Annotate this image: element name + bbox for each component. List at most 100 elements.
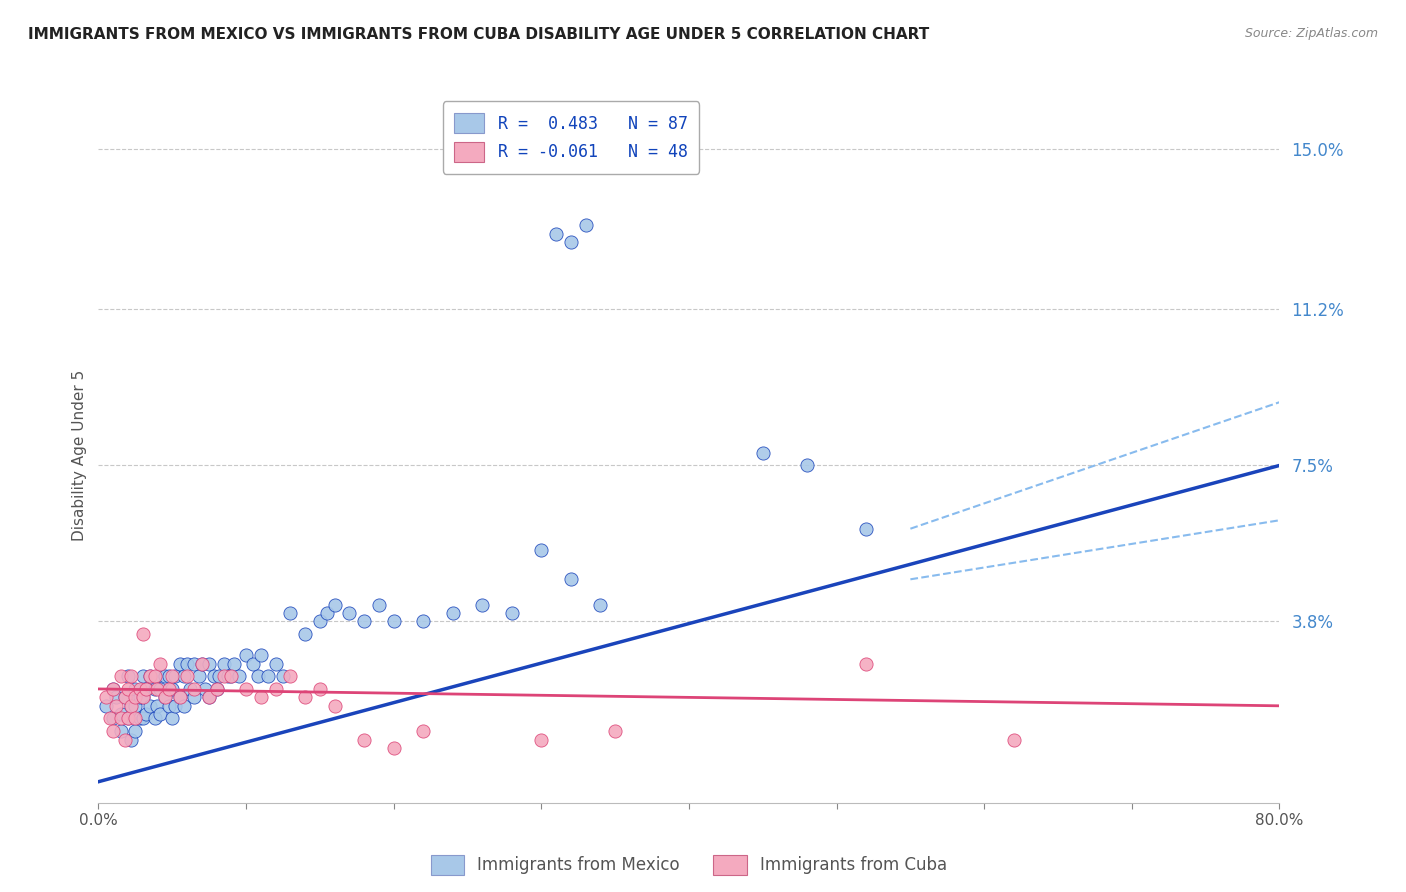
- Point: [94, 690, 117, 705]
- Point: [169, 657, 191, 671]
- Point: [246, 669, 269, 683]
- Point: [103, 724, 125, 739]
- Point: [271, 669, 294, 683]
- Point: [205, 681, 228, 696]
- Point: [217, 669, 239, 683]
- Point: [143, 711, 166, 725]
- Point: [191, 657, 214, 671]
- Point: [855, 657, 877, 671]
- Point: [382, 741, 405, 756]
- Point: [110, 724, 132, 739]
- Point: [128, 690, 150, 705]
- Point: [202, 669, 225, 683]
- Point: [153, 690, 176, 705]
- Point: [128, 681, 150, 696]
- Point: [165, 669, 187, 683]
- Point: [165, 698, 187, 713]
- Point: [176, 669, 198, 683]
- Point: [103, 681, 125, 696]
- Point: [471, 598, 494, 612]
- Point: [530, 542, 553, 557]
- Point: [250, 690, 273, 705]
- Point: [94, 698, 117, 713]
- Point: [124, 698, 146, 713]
- Point: [162, 711, 183, 725]
- Point: [339, 606, 360, 620]
- Point: [132, 627, 155, 641]
- Point: [1002, 732, 1025, 747]
- Point: [242, 657, 264, 671]
- Point: [149, 707, 172, 722]
- Point: [132, 669, 155, 683]
- Point: [212, 669, 235, 683]
- Point: [179, 681, 201, 696]
- Point: [157, 681, 180, 696]
- Point: [412, 724, 434, 739]
- Point: [530, 732, 553, 747]
- Point: [169, 690, 191, 705]
- Point: [120, 698, 142, 713]
- Point: [149, 657, 172, 671]
- Point: [117, 711, 139, 725]
- Point: [132, 690, 155, 705]
- Point: [250, 648, 273, 663]
- Point: [235, 648, 257, 663]
- Point: [278, 606, 302, 620]
- Point: [124, 711, 146, 725]
- Point: [124, 690, 146, 705]
- Point: [139, 669, 162, 683]
- Point: [198, 690, 221, 705]
- Point: [294, 690, 316, 705]
- Point: [135, 681, 157, 696]
- Point: [117, 711, 139, 725]
- Point: [316, 606, 339, 620]
- Text: Source: ZipAtlas.com: Source: ZipAtlas.com: [1244, 27, 1378, 40]
- Point: [205, 681, 228, 696]
- Point: [183, 681, 205, 696]
- Point: [157, 669, 180, 683]
- Point: [368, 598, 391, 612]
- Point: [560, 572, 582, 586]
- Point: [128, 711, 150, 725]
- Point: [264, 657, 287, 671]
- Point: [412, 615, 434, 629]
- Point: [219, 669, 242, 683]
- Point: [278, 669, 302, 683]
- Point: [228, 669, 250, 683]
- Point: [235, 681, 257, 696]
- Point: [294, 627, 316, 641]
- Point: [176, 657, 198, 671]
- Point: [132, 690, 155, 705]
- Point: [187, 669, 209, 683]
- Point: [114, 732, 136, 747]
- Point: [173, 698, 195, 713]
- Point: [198, 657, 221, 671]
- Point: [105, 698, 128, 713]
- Point: [855, 522, 877, 536]
- Point: [139, 669, 162, 683]
- Point: [143, 669, 166, 683]
- Point: [135, 681, 157, 696]
- Point: [212, 657, 235, 671]
- Point: [560, 235, 582, 249]
- Point: [224, 657, 246, 671]
- Point: [605, 724, 627, 739]
- Point: [264, 681, 287, 696]
- Text: IMMIGRANTS FROM MEXICO VS IMMIGRANTS FROM CUBA DISABILITY AGE UNDER 5 CORRELATIO: IMMIGRANTS FROM MEXICO VS IMMIGRANTS FRO…: [28, 27, 929, 42]
- Point: [353, 732, 375, 747]
- Point: [153, 690, 176, 705]
- Point: [162, 681, 183, 696]
- Point: [323, 698, 346, 713]
- Point: [120, 732, 142, 747]
- Point: [173, 669, 195, 683]
- Point: [117, 669, 139, 683]
- Point: [309, 615, 332, 629]
- Point: [120, 669, 142, 683]
- Point: [309, 681, 332, 696]
- Point: [589, 598, 612, 612]
- Point: [194, 681, 217, 696]
- Point: [105, 690, 128, 705]
- Point: [751, 446, 773, 460]
- Point: [146, 681, 169, 696]
- Point: [574, 218, 596, 232]
